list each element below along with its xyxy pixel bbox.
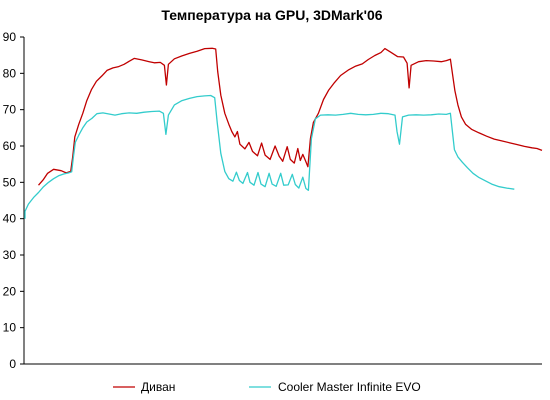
legend: Диван Cooler Master Infinite EVO: [113, 380, 421, 394]
series-lines: [24, 47, 543, 219]
y-tick-label: 50: [3, 175, 17, 189]
y-tick-label: 40: [3, 212, 17, 226]
series-line-1: [38, 47, 543, 186]
y-axis-tick-labels: 0 10 20 30 40 50 60 70 80 90: [3, 30, 24, 371]
y-tick-label: 80: [3, 66, 17, 80]
legend-label-1: Диван: [141, 380, 175, 394]
legend-label-2: Cooler Master Infinite EVO: [278, 380, 421, 394]
y-tick-label: 0: [9, 357, 16, 371]
chart-title: Температура на GPU, 3DMark'06: [161, 7, 382, 23]
y-tick-label: 10: [3, 321, 17, 335]
y-tick-label: 20: [3, 284, 17, 298]
y-tick-label: 70: [3, 103, 17, 117]
y-tick-label: 30: [3, 248, 17, 262]
y-tick-label: 60: [3, 139, 17, 153]
series-line-2: [24, 94, 515, 219]
y-tick-label: 90: [3, 30, 17, 44]
